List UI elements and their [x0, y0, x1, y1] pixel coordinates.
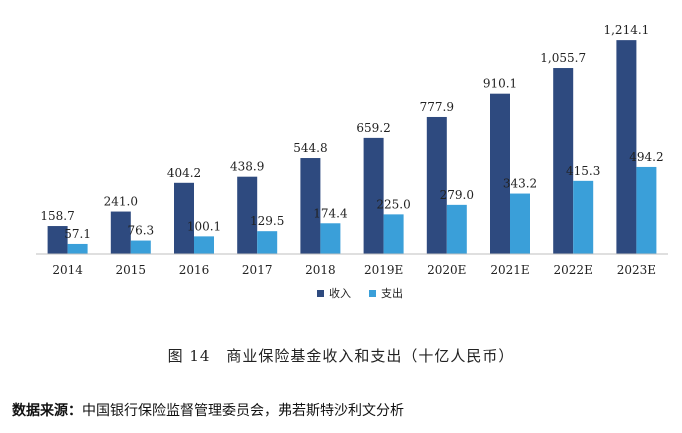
legend-swatch-income [317, 290, 324, 297]
data-label-income-2018: 544.8 [293, 141, 327, 155]
source-text: 中国银行保险监督管理委员会，弗若斯特沙利文分析 [82, 403, 404, 419]
data-label-expense-2016: 100.1 [187, 219, 221, 233]
bar-expense-2020E [446, 204, 467, 254]
source-label: 数据来源： [12, 403, 82, 419]
bar-income-2017 [237, 176, 258, 254]
x-tick-labels: 2014 2015 2016 2017 2018 2019E 2020E 2021E 2022E… [52, 263, 656, 277]
bar-income-2021E [490, 93, 510, 254]
x-tick-2017: 2017 [242, 263, 273, 277]
bar-income-2022E [553, 68, 574, 254]
bar-expense-2018 [320, 223, 341, 254]
figure-caption: 图 14 商业保险基金收入和支出（十亿人民币） [167, 347, 515, 365]
x-tick-2015: 2015 [116, 263, 147, 277]
data-label-expense-2014: 57.1 [64, 227, 91, 241]
source-note: 数据来源：中国银行保险监督管理委员会，弗若斯特沙利文分析 [12, 400, 404, 420]
bar-chart: 158.7 57.1 241.0 76.3 404.2 100.1 438.9 129.5 54… [36, 23, 668, 300]
legend: 收入 支出 [317, 286, 403, 300]
bar-income-2019E [363, 137, 384, 254]
data-label-income-2021E: 910.1 [483, 77, 517, 91]
data-label-expense-2015: 76.3 [127, 224, 154, 238]
data-label-income-2017: 438.9 [230, 160, 264, 174]
bar-expense-2023E [636, 166, 657, 254]
x-tick-2016: 2016 [179, 263, 210, 277]
bar-expense-2019E [383, 214, 404, 254]
legend-label-expense: 支出 [381, 286, 403, 300]
data-label-expense-2022E: 415.3 [566, 164, 600, 178]
bar-expense-2016 [194, 236, 214, 254]
data-label-income-2023E: 1,214.1 [603, 23, 649, 37]
data-label-income-2014: 158.7 [40, 209, 74, 223]
data-label-expense-2018: 174.4 [313, 206, 348, 220]
bar-expense-2015 [130, 240, 151, 254]
bar-income-2015 [110, 211, 131, 254]
x-tick-2014: 2014 [52, 263, 83, 277]
legend-label-income: 收入 [329, 286, 351, 300]
bar-expense-2021E [510, 193, 530, 254]
bar-expense-2017 [257, 231, 278, 254]
data-label-income-2020E: 777.9 [420, 100, 454, 114]
bar-income-2016 [174, 182, 194, 254]
data-label-expense-2023E: 494.2 [629, 150, 663, 164]
legend-swatch-expense [369, 290, 376, 297]
bar-income-2023E [616, 40, 637, 254]
data-label-income-2015: 241.0 [104, 195, 138, 209]
x-tick-2020E: 2020E [427, 263, 466, 277]
bars-layer: 158.7 57.1 241.0 76.3 404.2 100.1 438.9 129.5 54… [40, 23, 664, 254]
data-label-expense-2021E: 343.2 [503, 177, 537, 191]
bar-income-2020E [426, 116, 447, 254]
bar-expense-2014 [67, 243, 88, 254]
x-tick-2019E: 2019E [364, 263, 403, 277]
bar-expense-2022E [573, 180, 594, 254]
bar-income-2014 [47, 226, 68, 254]
data-label-expense-2019E: 225.0 [376, 197, 410, 211]
x-tick-2018: 2018 [305, 263, 336, 277]
x-tick-2023E: 2023E [617, 263, 656, 277]
x-tick-2021E: 2021E [490, 263, 529, 277]
data-label-income-2022E: 1,055.7 [540, 51, 586, 65]
x-tick-2022E: 2022E [554, 263, 593, 277]
bar-income-2018 [300, 158, 321, 254]
data-label-expense-2020E: 279.0 [440, 188, 474, 202]
data-label-expense-2017: 129.5 [250, 214, 284, 228]
data-label-income-2016: 404.2 [167, 166, 201, 180]
data-label-income-2019E: 659.2 [356, 121, 390, 135]
